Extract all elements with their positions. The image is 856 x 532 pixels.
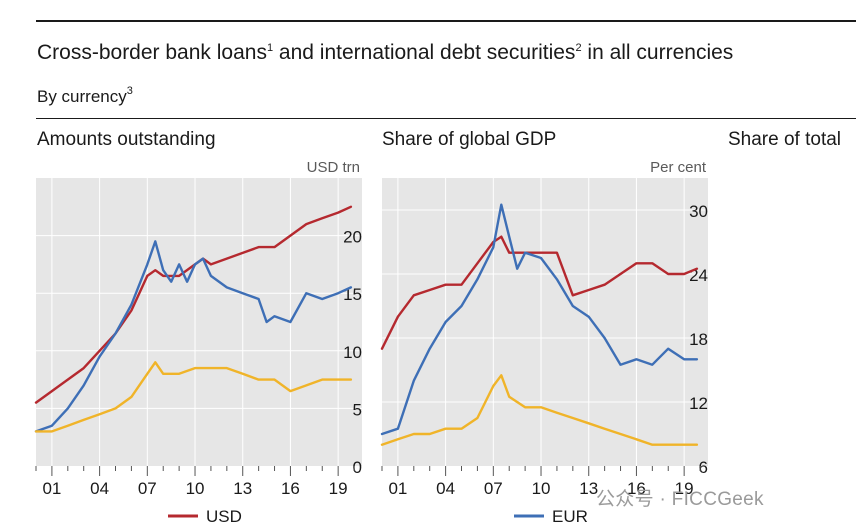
y-tick-label: 10 [343,343,362,362]
series-line-other [34,361,353,433]
y-tick-label: 15 [343,285,362,304]
x-tick-label: 01 [42,479,61,498]
title-footnote-1: 1 [266,42,274,54]
title-footnote-2: 2 [575,42,582,54]
y-tick-label: 24 [689,266,708,285]
top-rule [36,20,856,22]
watermark: 公众号 · FICCGeek [596,489,764,510]
y-tick-label: 30 [689,202,708,221]
page-subtitle: By currency3 [37,85,133,107]
x-tick-label: 10 [186,479,205,498]
x-tick-label: 13 [233,479,252,498]
series-line-usd [380,235,699,350]
y-tick-label: 5 [353,400,362,419]
x-tick-label: 10 [532,479,551,498]
y-tick-label: 0 [353,458,362,477]
y-tick-label: 6 [699,458,708,477]
page-title: Cross-border bank loans1 and internation… [37,41,733,65]
chart-share-of-gdp: 6 12 18 24 30 01 04 07 10 13 16 19 Per cent EUR [380,159,708,526]
chart-amounts-outstanding: 0 5 10 15 20 01 04 07 10 13 16 19 USD trn USD [34,159,362,526]
title-text-2: and international debt securities [273,41,576,64]
series-line-eur [34,240,353,433]
series-line-other [380,374,699,446]
x-tick-label: 19 [675,479,694,498]
panel-title-gdp-share: Share of global GDP [382,129,557,150]
x-tick-label: 16 [281,479,300,498]
legend-label: EUR [552,507,588,526]
section-rule [36,118,856,119]
subtitle-footnote: 3 [126,85,133,97]
y-tick-label: 18 [689,330,708,349]
legend-label: USD [206,507,242,526]
title-text-1: Cross-border bank loans [37,41,267,64]
x-tick-label: 19 [329,479,348,498]
unit-label: Per cent [650,159,707,176]
y-tick-label: 20 [343,228,362,247]
x-tick-label: 04 [436,479,455,498]
title-text-3: in all currencies [581,41,734,64]
x-tick-label: 13 [579,479,598,498]
subtitle-text: By currency [37,87,127,106]
y-tick-label: 12 [689,394,708,413]
x-tick-label: 07 [138,479,157,498]
panel-title-share-of-total: Share of total [728,129,842,150]
plot-background [382,178,708,466]
x-tick-label: 07 [484,479,503,498]
unit-label: USD trn [307,159,360,176]
series-line-eur [380,203,699,436]
x-tick-label: 01 [388,479,407,498]
x-tick-label: 16 [627,479,646,498]
panel-title-amounts: Amounts outstanding [37,129,216,150]
x-tick-label: 04 [90,479,109,498]
